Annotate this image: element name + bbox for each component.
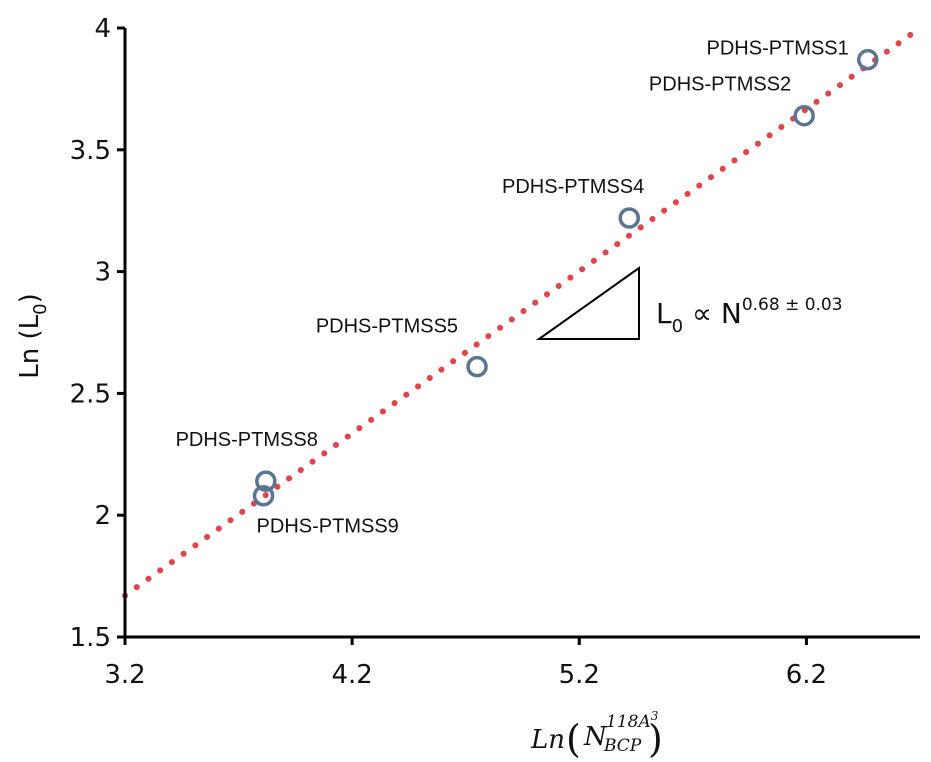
x-axis-label: Ln ( N 118A3 BCP ) [530,709,663,761]
y-tick-label: 3.5 [70,136,111,166]
y-tick-label: 2 [94,501,111,531]
svg-text:): ) [648,717,663,761]
data-point [466,355,488,378]
x-tick-label: 5.2 [559,660,600,690]
svg-text:BCP: BCP [603,736,642,756]
point-label: PDHS-PTMSS4 [502,176,644,198]
data-point [252,484,275,507]
fit-line [122,25,923,599]
x-tick-label: 4.2 [331,660,372,690]
point-label: PDHS-PTMSS2 [649,74,791,96]
svg-text:Ln: Ln [530,725,565,755]
x-tick-label: 6.2 [786,660,827,690]
y-axis-label: Ln (L0) [15,293,51,378]
slope-triangle [535,266,640,340]
scaling-annotation: L0 ∝ N0.68 ± 0.03 [656,295,843,337]
svg-text:118A3: 118A3 [606,709,659,732]
data-point [793,104,815,127]
svg-text:(: ( [566,717,581,761]
data-point [255,470,277,492]
data-point [618,207,641,229]
y-tick-label: 2.5 [70,379,111,409]
svg-text:N: N [583,722,608,752]
y-tick-label: 1.5 [70,623,111,653]
point-label: PDHS-PTMSS8 [176,429,318,451]
y-tick-label: 3 [94,258,111,288]
point-label: PDHS-PTMSS9 [257,516,399,538]
data-point [857,48,879,71]
y-tick-label: 4 [94,14,111,44]
point-label: PDHS-PTMSS1 [707,38,849,60]
point-label: PDHS-PTMSS5 [316,316,458,338]
x-tick-label: 3.2 [104,660,145,690]
